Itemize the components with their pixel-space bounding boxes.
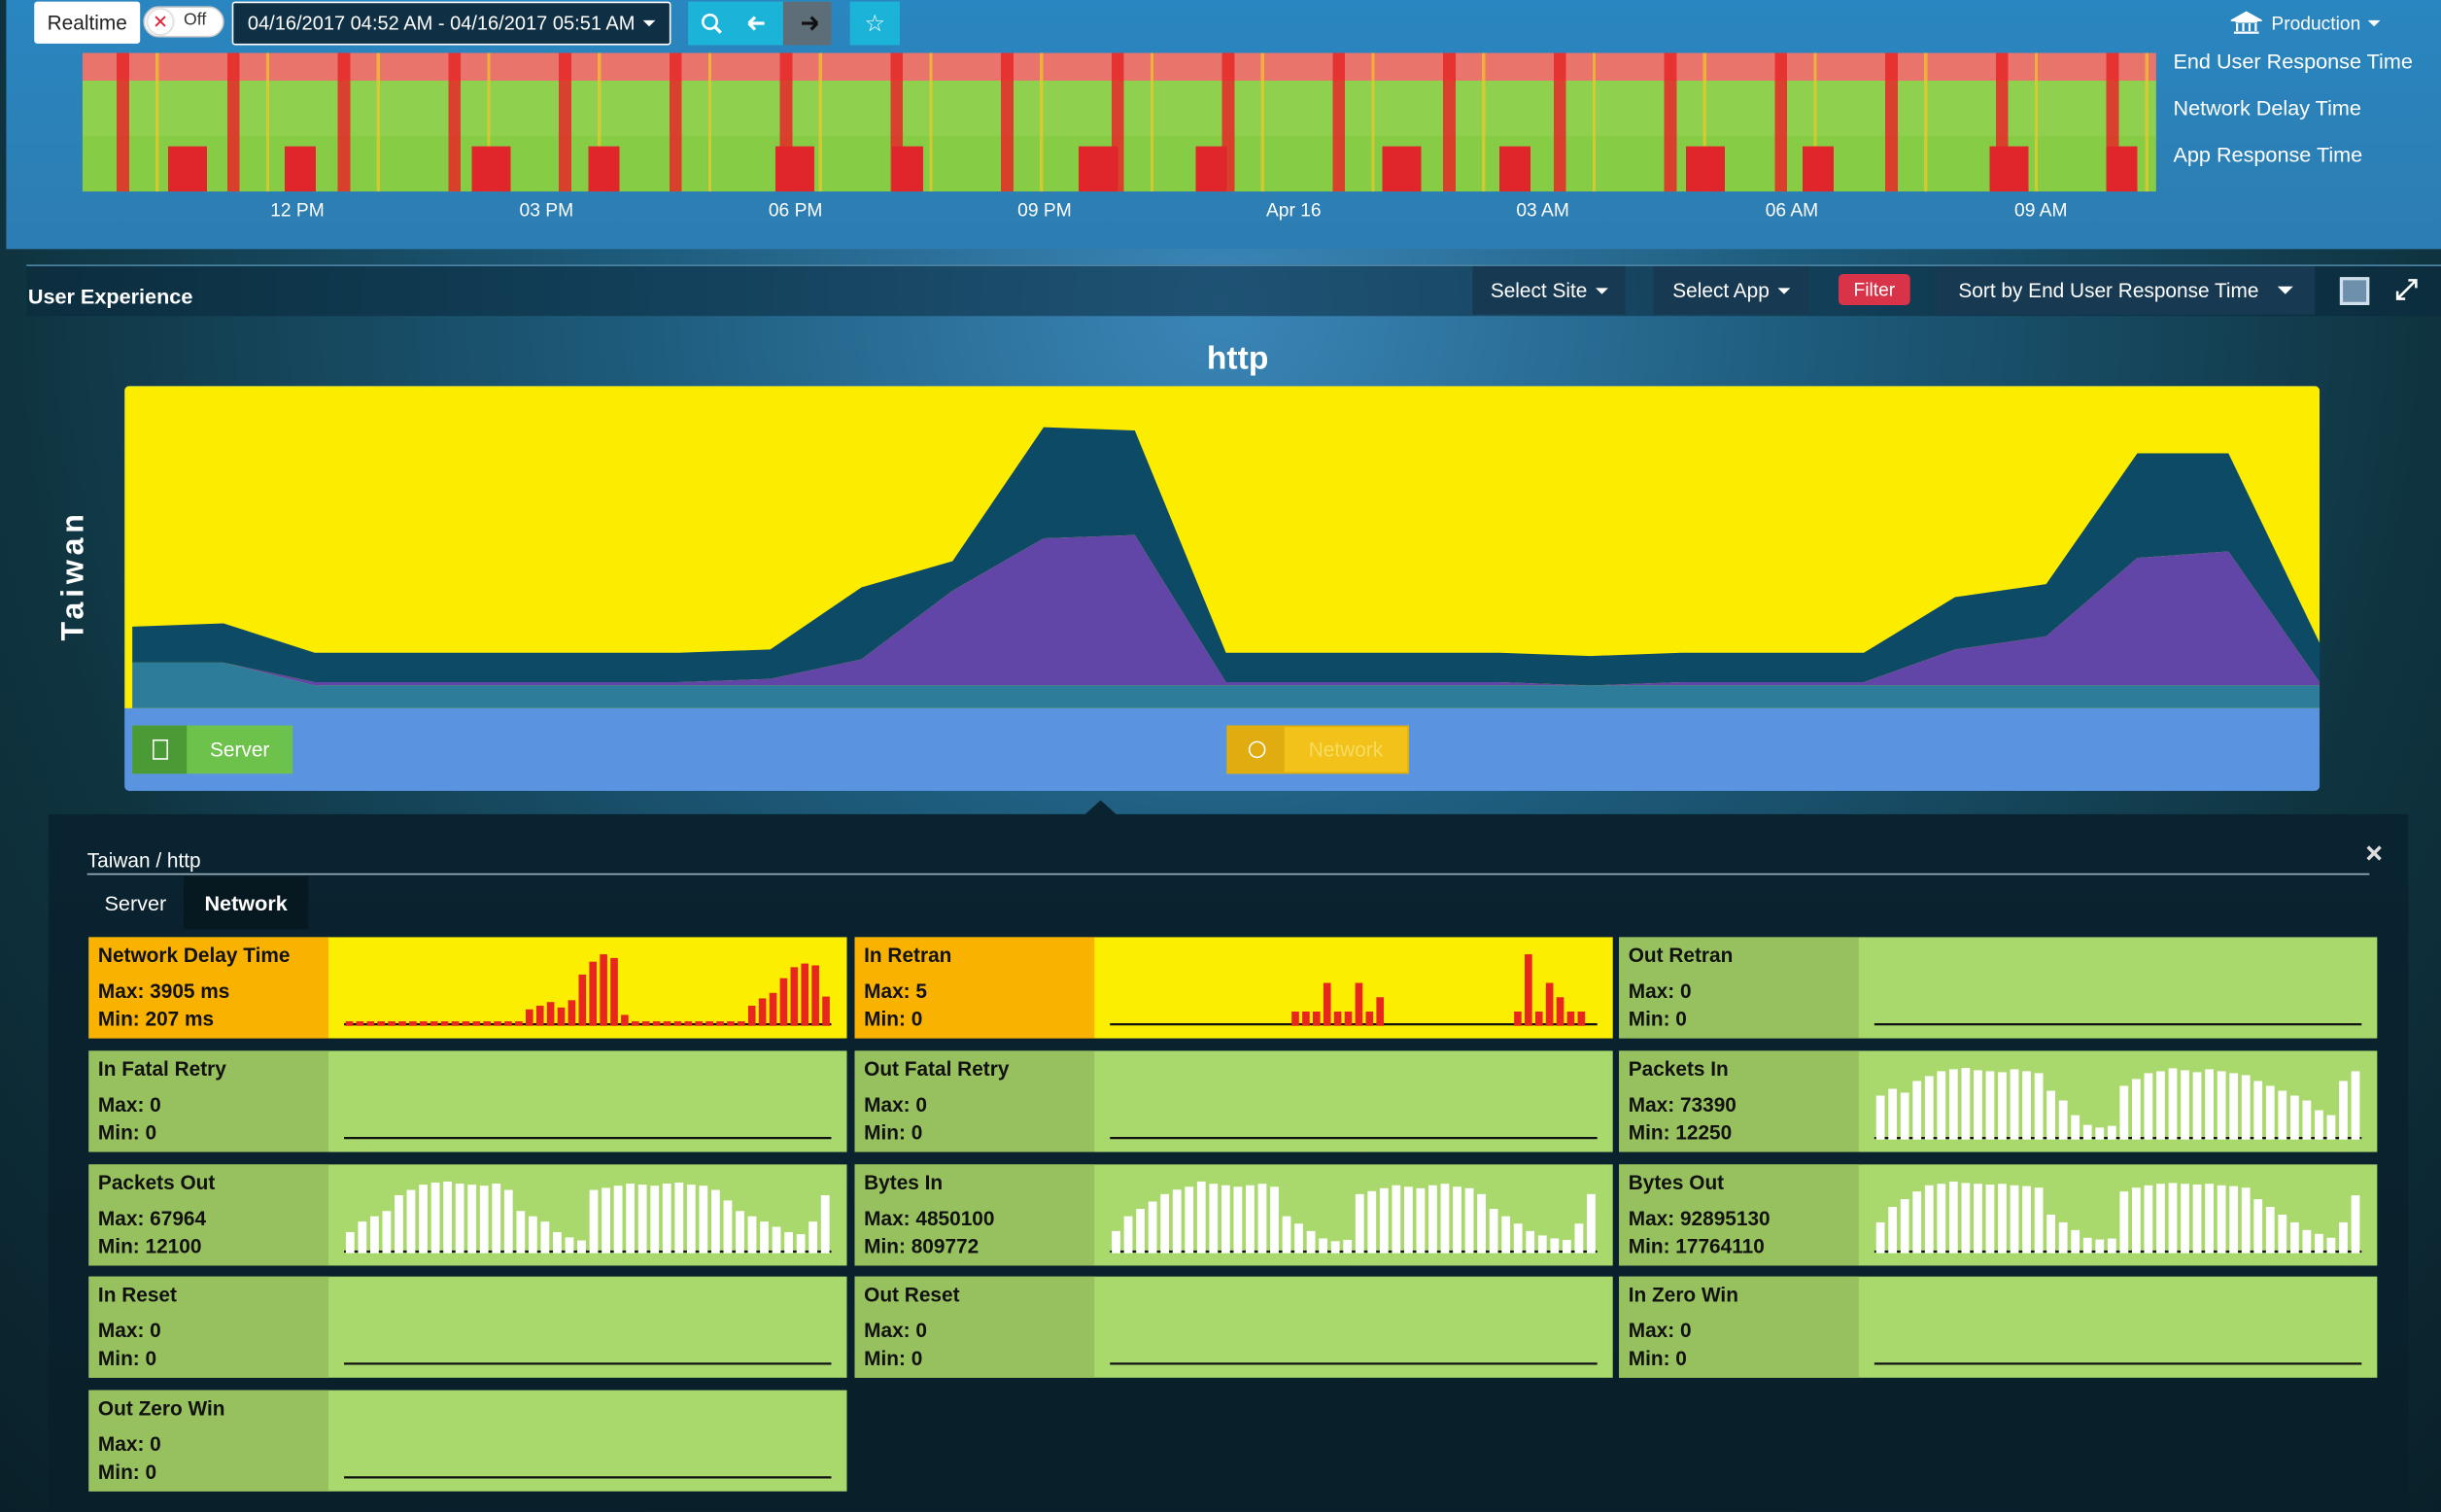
select-app-text: Select App (1672, 278, 1770, 302)
sort-text: Sort by End User Response Time (1958, 278, 2259, 302)
timeline-label: 06 AM (1765, 199, 1819, 222)
area-layer (132, 534, 2321, 686)
timeline-label: 06 PM (768, 199, 823, 222)
timeline-legend: End User Response Time Network Delay Time… (2173, 50, 2437, 189)
site-menu[interactable]: Production (2230, 11, 2382, 36)
network-button-text: Network (1308, 738, 1384, 762)
expand-icon[interactable] (2394, 277, 2420, 302)
site-name: Production (2271, 12, 2361, 35)
timeline-label: 03 PM (519, 199, 574, 222)
timeline-label: Apr 16 (1265, 199, 1322, 222)
server-button-text: Server (210, 738, 270, 762)
chart-card: Server Network (124, 386, 2321, 791)
sort-menu[interactable]: Sort by End User Response Time (1936, 265, 2316, 315)
timeline-heatmap[interactable] (82, 52, 2156, 192)
pointer (1083, 800, 1118, 816)
timeline-axis: 12 PM 03 PM 06 PM 09 PM Apr 16 03 AM 06 AM 09 A… (0, 199, 2180, 227)
close-button[interactable] (2364, 843, 2383, 862)
server-icon (132, 725, 188, 774)
heatmap-band (82, 146, 2156, 192)
tab-server[interactable]: Server (104, 891, 167, 915)
caret (2277, 286, 2293, 294)
breadcrumb: Taiwan / http (86, 848, 201, 873)
forward-icon[interactable] (802, 16, 819, 31)
area-chart (124, 386, 2321, 708)
zoom-icon[interactable] (702, 13, 719, 30)
caret (642, 19, 656, 27)
select-site-text: Select Site (1490, 278, 1588, 302)
filter-button[interactable]: Filter (1839, 273, 1910, 305)
chart-title: http (1206, 340, 1269, 377)
network-button[interactable]: Network (1226, 725, 1409, 774)
timeline-label: 12 PM (270, 199, 325, 222)
layout-toggle[interactable] (2339, 277, 2370, 305)
row-label: Taiwan (56, 509, 91, 641)
area-layer (132, 427, 2321, 686)
timeline-label: 09 AM (2014, 199, 2068, 222)
panel-title: User Experience (27, 285, 193, 309)
toggle-text: Off (184, 11, 207, 30)
caret (2368, 19, 2382, 27)
favorite-button[interactable]: ☆ (849, 1, 900, 46)
realtime-toggle[interactable]: ✕ Off (143, 6, 224, 38)
date-range: 04/16/2017 04:52 AM - 04/16/2017 05:51 A… (247, 12, 636, 35)
back-icon[interactable] (747, 16, 765, 31)
legend-item: End User Response Time (2173, 50, 2413, 74)
bank-icon (2230, 11, 2262, 34)
network-icon (1228, 727, 1285, 773)
tab-network[interactable]: Network (184, 876, 309, 930)
server-button[interactable]: Server (132, 725, 293, 774)
date-range-picker[interactable]: 04/16/2017 04:52 AM - 04/16/2017 05:51 A… (231, 1, 671, 46)
caret (1776, 287, 1790, 293)
select-app[interactable]: Select App (1653, 265, 1809, 315)
caret (1595, 287, 1608, 293)
timeline-label: 03 AM (1516, 199, 1569, 222)
detail-panel (48, 813, 2409, 1512)
nav-group (688, 1, 832, 46)
legend-item: Network Delay Time (2173, 96, 2361, 120)
legend-item: App Response Time (2173, 143, 2363, 167)
nav-icons (702, 1, 832, 46)
realtime-label: Realtime (34, 1, 141, 44)
timeline-label: 09 PM (1017, 199, 1072, 222)
select-site[interactable]: Select Site (1472, 265, 1626, 315)
divider (86, 873, 2370, 876)
toggle-knob: ✕ (148, 9, 173, 35)
